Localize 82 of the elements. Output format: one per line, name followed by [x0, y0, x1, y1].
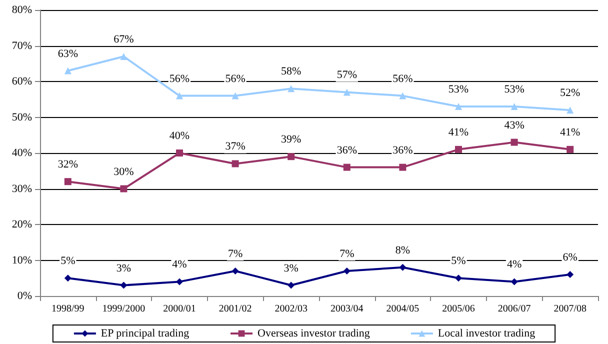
point [510, 103, 518, 110]
point [288, 85, 295, 92]
data-label: 39% [281, 134, 302, 146]
point [64, 67, 72, 74]
data-label: 36% [336, 144, 357, 156]
point [343, 88, 350, 96]
point [455, 274, 462, 282]
point [455, 103, 462, 110]
data-label: 3% [284, 262, 298, 274]
point [455, 146, 462, 153]
point [566, 106, 574, 114]
point [120, 185, 128, 192]
y-tick-label: 60% [12, 76, 32, 88]
data-label: 8% [395, 244, 410, 256]
data-label: 7% [340, 248, 354, 260]
x-tick-label: 2001/02 [218, 304, 252, 314]
legend-label: Overseas investor trading [258, 328, 370, 340]
y-tick-label: 40% [12, 147, 32, 159]
data-label: 37% [225, 140, 246, 153]
data-label: 30% [114, 166, 134, 178]
y-tick-label: 0% [17, 290, 32, 302]
data-label: 56% [392, 72, 413, 85]
data-label: 6% [562, 252, 578, 264]
legend-label: Local investor trading [438, 328, 536, 340]
point [510, 138, 518, 146]
y-tick-label: 80% [12, 4, 32, 16]
x-tick-label: 2005/06 [442, 304, 475, 314]
data-label: 67% [114, 33, 134, 46]
x-tick-label: 1999/2000 [102, 304, 146, 314]
point [399, 92, 406, 100]
data-label: 52% [560, 87, 580, 100]
y-tick-label: 50% [12, 111, 32, 124]
legend-label: EP principal trading [100, 328, 190, 340]
data-label: 36% [392, 144, 413, 156]
data-label: 56% [169, 72, 190, 85]
point [343, 164, 350, 171]
point [399, 164, 406, 171]
point [510, 278, 518, 286]
data-label: 7% [228, 248, 243, 260]
x-tick-label: 2006/07 [498, 304, 531, 314]
point [64, 274, 72, 282]
x-tick-label: 2004/05 [386, 304, 420, 314]
data-label: 63% [58, 48, 78, 60]
data-label: 4% [506, 258, 522, 271]
data-label: 5% [451, 255, 466, 268]
y-tick-label: 10% [12, 254, 32, 266]
point [232, 92, 239, 100]
point [120, 52, 128, 60]
point [176, 92, 183, 100]
point [288, 282, 295, 289]
data-label: 58% [281, 66, 302, 78]
point [176, 278, 183, 286]
x-tick-label: 2002/03 [274, 304, 308, 314]
point [232, 160, 239, 168]
data-label: 3% [116, 262, 132, 274]
x-tick-label: 2003/04 [330, 304, 364, 314]
y-tick-label: 30% [12, 182, 32, 195]
data-label: 56% [225, 72, 246, 85]
point [399, 264, 406, 271]
data-label: 4% [172, 258, 187, 271]
point [120, 282, 128, 289]
point [343, 267, 350, 274]
data-label: 5% [60, 255, 76, 268]
data-label: 41% [560, 126, 580, 138]
data-label: 32% [58, 158, 78, 171]
point [566, 271, 574, 278]
x-tick-label: 2000/01 [163, 304, 196, 314]
point [64, 178, 72, 186]
data-label: 53% [448, 84, 469, 96]
point [176, 150, 183, 156]
point [288, 153, 295, 160]
point [232, 267, 239, 274]
data-label: 43% [504, 119, 524, 132]
data-label: 41% [448, 126, 469, 138]
data-label: 40% [169, 130, 190, 142]
data-label: 57% [336, 69, 357, 82]
point [566, 146, 574, 153]
y-tick-label: 70% [12, 40, 32, 52]
y-tick-label: 20% [12, 218, 32, 230]
data-label: 53% [504, 84, 524, 96]
x-tick-label: 2007/08 [554, 304, 586, 314]
x-tick-label: 1998/99 [52, 304, 84, 314]
